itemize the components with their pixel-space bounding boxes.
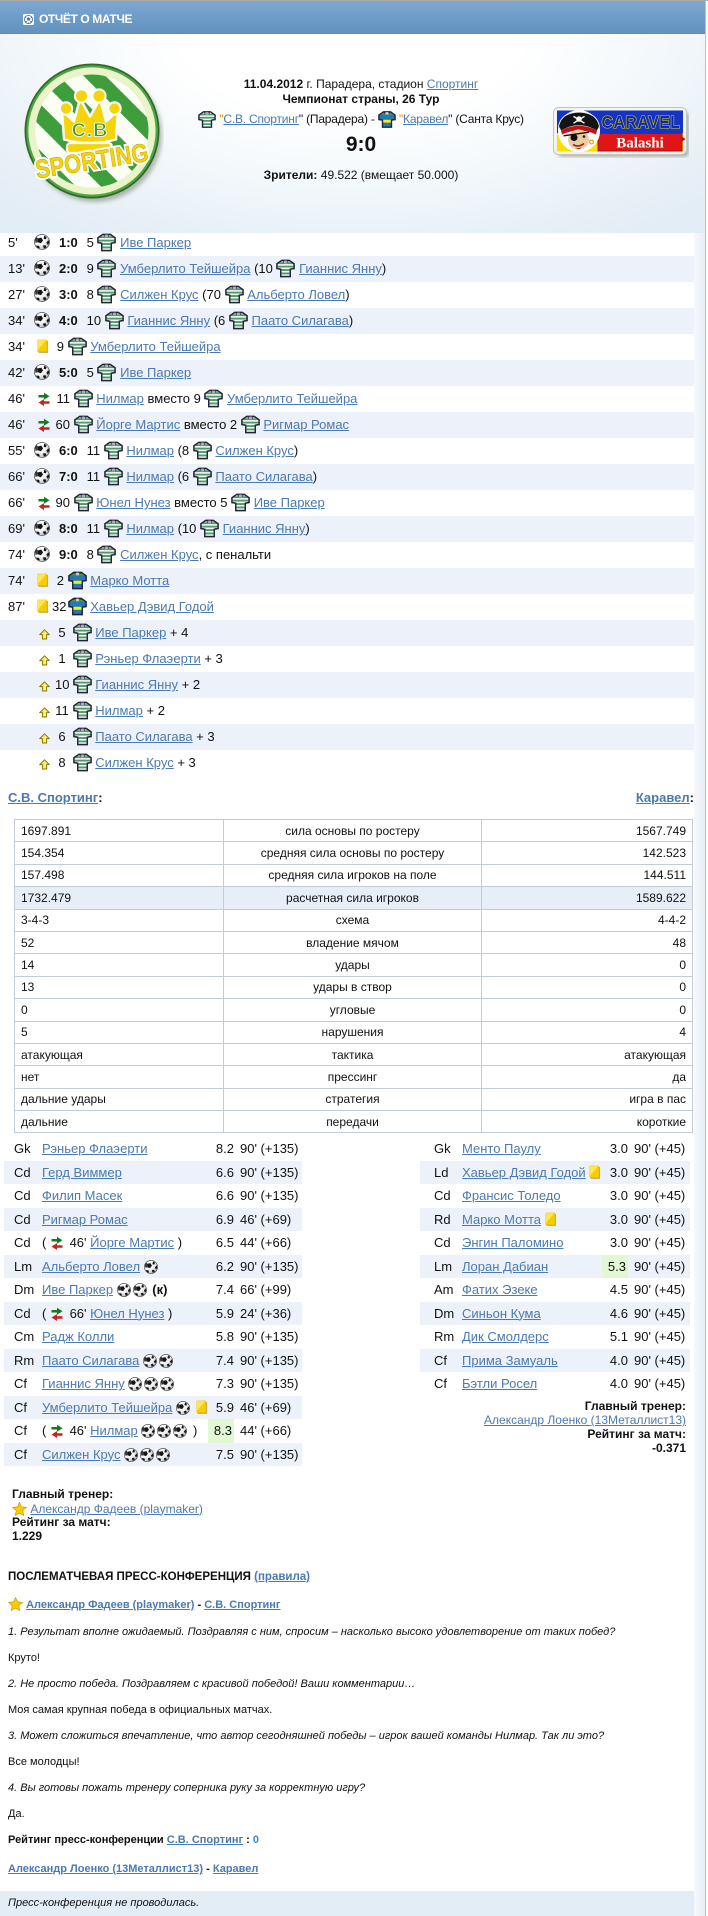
svg-text:C.B: C.B [72,120,109,142]
svg-text:Balashi: Balashi [616,136,664,152]
svg-text:CARAVEL: CARAVEL [602,112,681,132]
